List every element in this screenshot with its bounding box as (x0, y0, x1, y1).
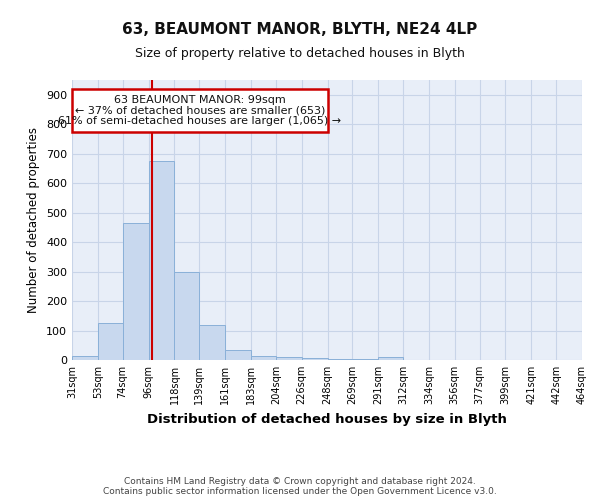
Bar (199, 324, 225, 360)
Text: ← 37% of detached houses are smaller (653): ← 37% of detached houses are smaller (65… (74, 105, 325, 115)
Bar (72, 356, 98, 360)
Bar (378, 357, 403, 360)
Bar (302, 358, 328, 360)
Bar (122, 223, 149, 360)
Text: Contains public sector information licensed under the Open Government Licence v3: Contains public sector information licen… (103, 487, 497, 496)
Text: Size of property relative to detached houses in Blyth: Size of property relative to detached ho… (135, 48, 465, 60)
Bar (328, 358, 352, 360)
Text: 63 BEAUMONT MANOR: 99sqm: 63 BEAUMONT MANOR: 99sqm (114, 94, 286, 104)
Y-axis label: Number of detached properties: Number of detached properties (28, 127, 40, 313)
Text: 61% of semi-detached houses are larger (1,065) →: 61% of semi-detached houses are larger (… (58, 116, 341, 126)
Bar (149, 161, 175, 360)
Bar (352, 358, 378, 360)
Bar (276, 357, 302, 360)
Bar (251, 356, 276, 360)
Bar (72, 89, 328, 132)
Bar (225, 350, 251, 360)
Bar (175, 272, 199, 360)
Text: 63, BEAUMONT MANOR, BLYTH, NE24 4LP: 63, BEAUMONT MANOR, BLYTH, NE24 4LP (122, 22, 478, 38)
Text: Contains HM Land Registry data © Crown copyright and database right 2024.: Contains HM Land Registry data © Crown c… (124, 477, 476, 486)
X-axis label: Distribution of detached houses by size in Blyth: Distribution of detached houses by size … (147, 412, 507, 426)
Bar (98, 323, 122, 360)
